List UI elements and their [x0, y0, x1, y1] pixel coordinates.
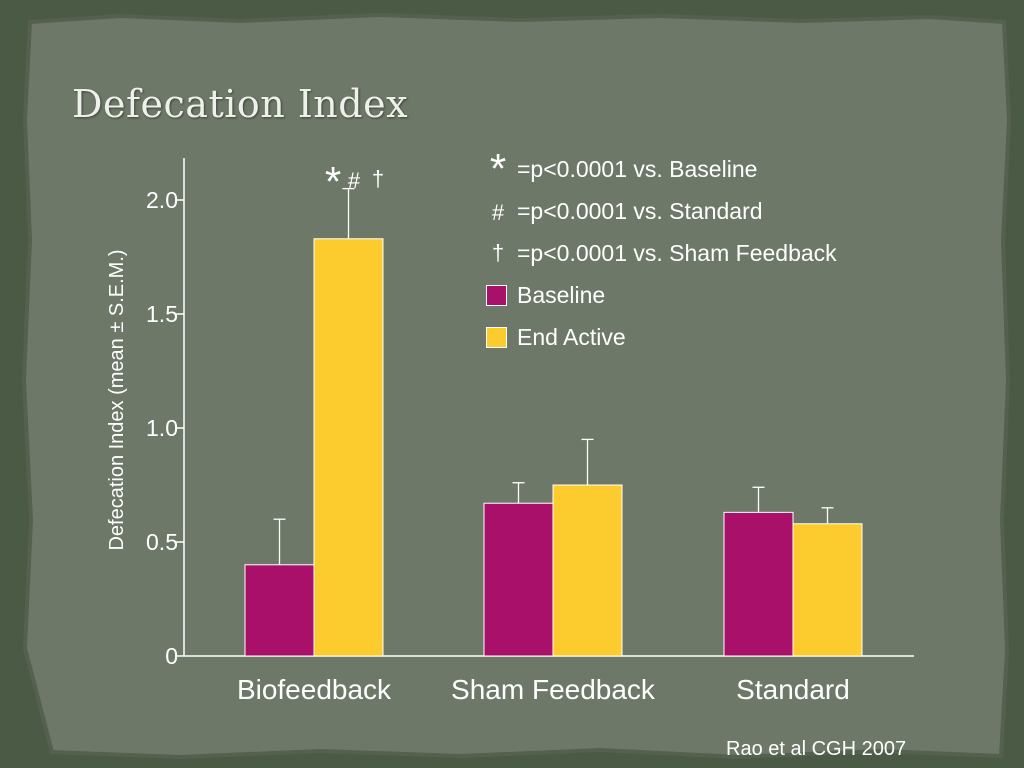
y-axis-label: Defecation Index (mean ± S.E.M.) — [106, 249, 128, 550]
significance-mark: * — [325, 158, 341, 205]
asterisk-symbol: * — [489, 145, 507, 192]
x-tick-label: Standard — [736, 674, 850, 705]
bar-end-active — [792, 523, 863, 657]
paper-edge-shadow — [21, 12, 1012, 760]
x-tick-label: Sham Feedback — [451, 674, 656, 705]
legend-note-text: =p<0.0001 vs. Baseline — [517, 156, 758, 182]
legend-label: End Active — [517, 324, 626, 350]
legend-label: Baseline — [517, 282, 606, 308]
legend-swatch-end-active — [486, 327, 507, 348]
bar-baseline — [483, 502, 554, 657]
y-tick-label: 0 — [165, 643, 178, 669]
y-tick-label: 2.0 — [146, 187, 178, 213]
y-tick-label: 1.0 — [146, 415, 178, 441]
citation: Rao et al CGH 2007 — [726, 738, 907, 760]
page-title: Defecation Index — [72, 82, 409, 126]
legend-note-text: =p<0.0001 vs. Sham Feedback — [517, 240, 837, 266]
hash-symbol: # — [491, 200, 505, 225]
bar-end-active — [552, 484, 623, 657]
bar-end-active — [313, 238, 384, 657]
significance-mark: # — [348, 168, 361, 193]
bar-baseline — [723, 511, 794, 657]
significance-mark: † — [372, 166, 384, 191]
bar-baseline — [244, 564, 315, 657]
dagger-symbol: † — [491, 240, 505, 265]
y-tick-label: 0.5 — [146, 529, 178, 555]
legend-note-text: =p<0.0001 vs. Standard — [517, 198, 763, 224]
y-tick-label: 1.5 — [146, 301, 178, 327]
legend-swatch-baseline — [486, 285, 507, 306]
x-tick-label: Biofeedback — [237, 674, 392, 705]
